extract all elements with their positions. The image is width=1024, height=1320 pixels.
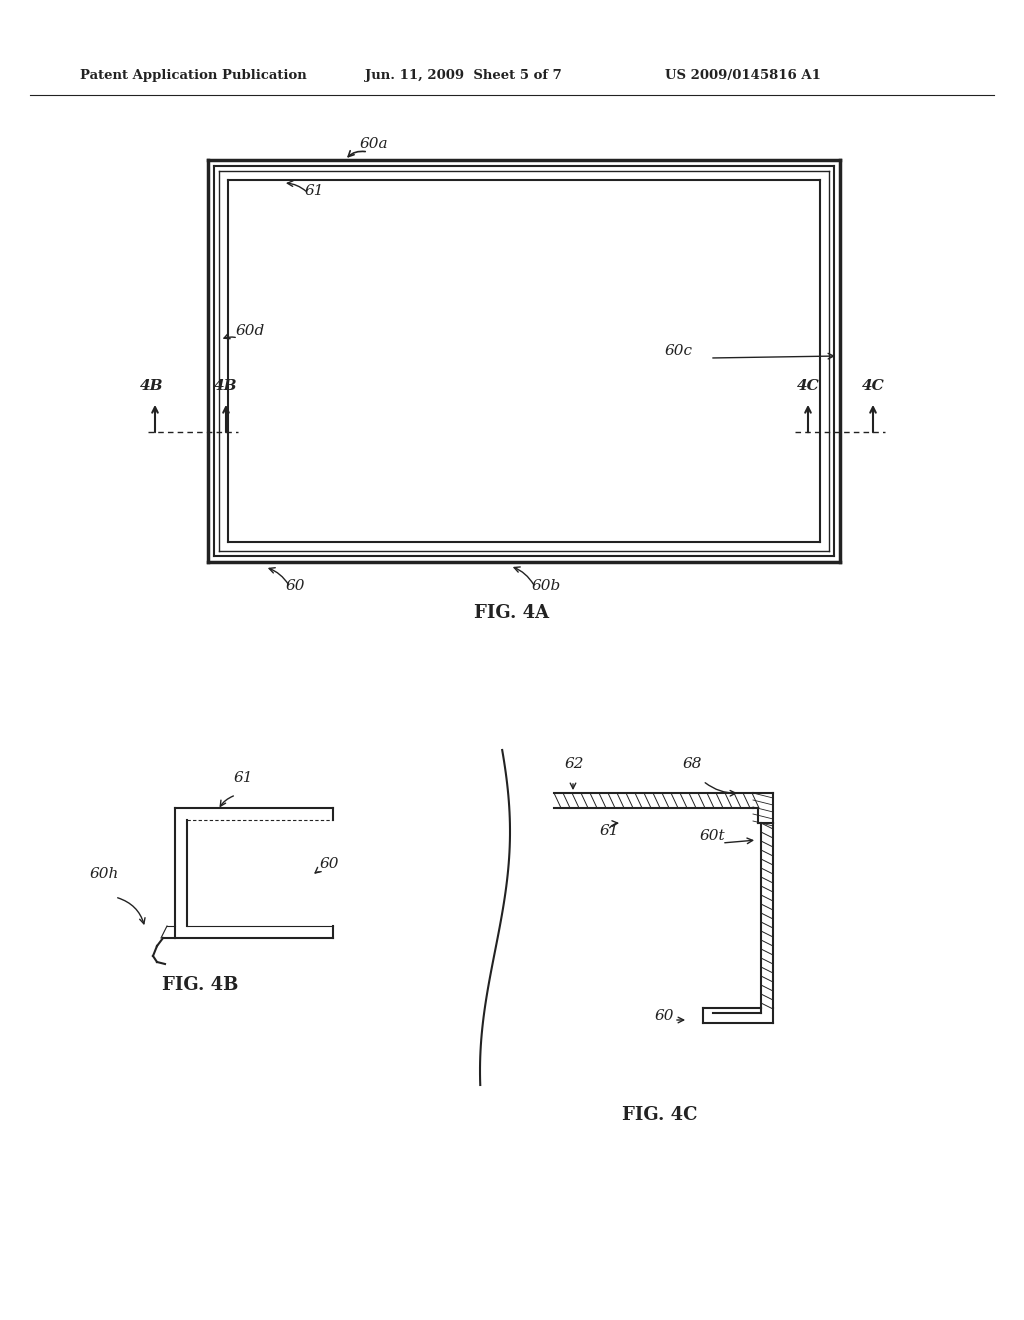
Text: 60b: 60b (532, 579, 561, 593)
Text: 60a: 60a (360, 137, 389, 150)
Text: 62: 62 (565, 756, 585, 771)
Text: 60h: 60h (90, 867, 120, 880)
Text: 60: 60 (655, 1008, 675, 1023)
Text: 4B: 4B (214, 379, 238, 393)
Text: 61: 61 (234, 771, 254, 785)
Text: FIG. 4A: FIG. 4A (474, 605, 550, 622)
Text: 61: 61 (305, 183, 325, 198)
Text: Jun. 11, 2009  Sheet 5 of 7: Jun. 11, 2009 Sheet 5 of 7 (365, 69, 562, 82)
Text: FIG. 4B: FIG. 4B (162, 975, 239, 994)
Text: Patent Application Publication: Patent Application Publication (80, 69, 307, 82)
Text: FIG. 4C: FIG. 4C (623, 1106, 697, 1125)
Text: 60c: 60c (665, 345, 693, 358)
Text: 68: 68 (683, 756, 702, 771)
Text: 61: 61 (600, 824, 620, 838)
Text: 60: 60 (286, 579, 305, 593)
Text: 4B: 4B (140, 379, 164, 393)
Text: 4C: 4C (861, 379, 885, 393)
Text: 60t: 60t (700, 829, 726, 843)
Text: 60d: 60d (236, 323, 265, 338)
Text: 60: 60 (319, 857, 340, 871)
Text: 4C: 4C (797, 379, 819, 393)
Text: US 2009/0145816 A1: US 2009/0145816 A1 (665, 69, 821, 82)
